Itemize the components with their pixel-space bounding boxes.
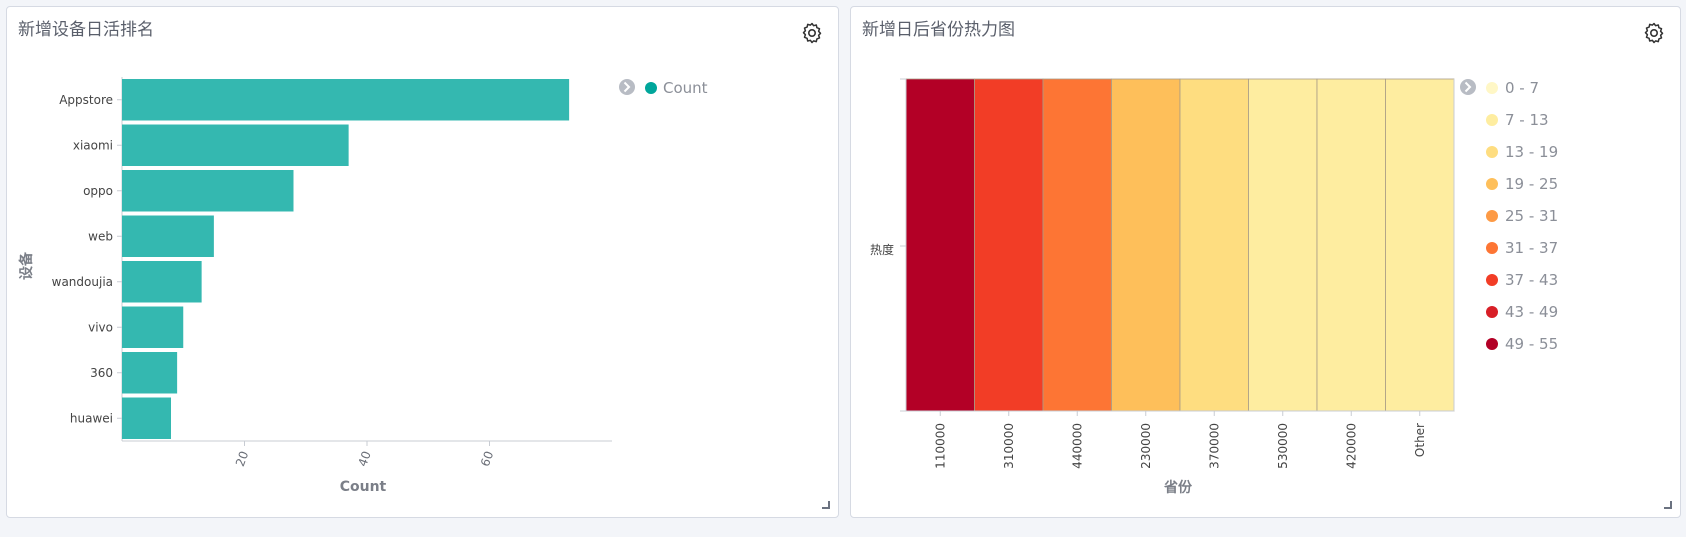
resize-handle-icon[interactable] xyxy=(822,501,830,509)
legend-swatch xyxy=(1486,242,1498,254)
category-label: oppo xyxy=(83,184,113,198)
bar-wandoujia[interactable] xyxy=(122,261,202,303)
legend-label[interactable]: 13 - 19 xyxy=(1505,143,1558,161)
x-category-label: 110000 xyxy=(933,423,947,469)
legend-label[interactable]: 43 - 49 xyxy=(1505,303,1558,321)
legend-label[interactable]: 19 - 25 xyxy=(1505,175,1558,193)
category-label: web xyxy=(88,229,113,243)
category-label: xiaomi xyxy=(73,138,113,152)
heat-cell-420000[interactable] xyxy=(1316,78,1386,412)
x-category-label: 440000 xyxy=(1070,423,1084,469)
x-tick-label: 20 xyxy=(233,449,251,468)
panel-device-dau-ranking: 新增设备日活排名 Appstore xiaomi oppo web wandoujia v… xyxy=(6,6,839,518)
legend-swatch xyxy=(645,82,657,94)
bar-oppo[interactable] xyxy=(122,170,294,212)
x-axis-title: 省份 xyxy=(1163,479,1193,496)
x-axis-title: Count xyxy=(340,479,387,495)
x-tick-label: 40 xyxy=(355,449,373,468)
legend-swatch xyxy=(1486,338,1498,350)
heat-cell-530000[interactable] xyxy=(1248,78,1318,412)
legend-label[interactable]: 31 - 37 xyxy=(1505,239,1558,257)
x-category-label: 310000 xyxy=(1002,423,1016,469)
legend-label[interactable]: 25 - 31 xyxy=(1505,207,1558,225)
bar-vivo[interactable] xyxy=(122,306,184,349)
category-label: wandoujia xyxy=(52,275,113,289)
x-category-label: 230000 xyxy=(1139,423,1153,469)
legend-label[interactable]: 37 - 43 xyxy=(1505,271,1558,289)
legend-label[interactable]: 7 - 13 xyxy=(1505,111,1549,129)
chevron-right-icon[interactable] xyxy=(619,79,635,95)
legend-swatch xyxy=(1486,178,1498,190)
x-category-label: Other xyxy=(1413,423,1427,457)
bar-web[interactable] xyxy=(122,215,214,258)
x-tick-label: 60 xyxy=(478,449,496,468)
category-label: huawei xyxy=(70,411,113,425)
resize-handle-icon[interactable] xyxy=(1664,501,1672,509)
x-category-label: 370000 xyxy=(1207,423,1221,469)
legend-swatch xyxy=(1486,274,1498,286)
x-category-label: 420000 xyxy=(1344,423,1358,469)
y-axis-title: 设备 xyxy=(18,251,35,280)
x-category-label: 530000 xyxy=(1276,423,1290,469)
heat-cell-440000[interactable] xyxy=(1042,78,1112,412)
legend-label[interactable]: Count xyxy=(663,79,708,97)
category-label: Appstore xyxy=(59,93,113,107)
legend-swatch xyxy=(1486,210,1498,222)
category-label: 360 xyxy=(90,366,113,380)
heat-cell-370000[interactable] xyxy=(1179,78,1249,412)
heat-cell-Other[interactable] xyxy=(1385,78,1455,412)
heat-cell-110000[interactable] xyxy=(905,78,975,412)
legend: 0 - 7 7 - 13 13 - 19 19 - 25 25 - 31 31 - 37 3… xyxy=(1460,79,1558,353)
legend-swatch xyxy=(1486,146,1498,158)
legend-label[interactable]: 0 - 7 xyxy=(1505,79,1539,97)
gear-icon[interactable] xyxy=(1642,21,1666,45)
legend: Count xyxy=(619,79,708,97)
panel-province-heatmap: 新增日后省份热力图 110000 310000 440000 230000 370000… xyxy=(850,6,1681,518)
category-label: vivo xyxy=(88,320,113,334)
heatmap-chart: 110000 310000 440000 230000 370000 530000 4200… xyxy=(870,78,1558,496)
gear-icon[interactable] xyxy=(800,21,824,45)
bar-360[interactable] xyxy=(122,352,178,394)
legend-label[interactable]: 49 - 55 xyxy=(1505,335,1558,353)
chevron-right-icon[interactable] xyxy=(1460,79,1476,95)
legend-swatch xyxy=(1486,306,1498,318)
heat-cell-230000[interactable] xyxy=(1111,78,1181,412)
panel-title: 新增设备日活排名 xyxy=(18,20,154,40)
heat-cell-310000[interactable] xyxy=(974,78,1044,412)
bar-huawei[interactable] xyxy=(122,397,171,440)
bar-Appstore[interactable] xyxy=(122,79,570,121)
bar-chart: Appstore xiaomi oppo web wandoujia vivo 360 hua… xyxy=(18,77,708,495)
bar-xiaomi[interactable] xyxy=(122,124,349,167)
panel-title: 新增日后省份热力图 xyxy=(862,20,1015,40)
legend-swatch xyxy=(1486,82,1498,94)
legend-swatch xyxy=(1486,114,1498,126)
y-category-label: 热度 xyxy=(870,242,894,257)
